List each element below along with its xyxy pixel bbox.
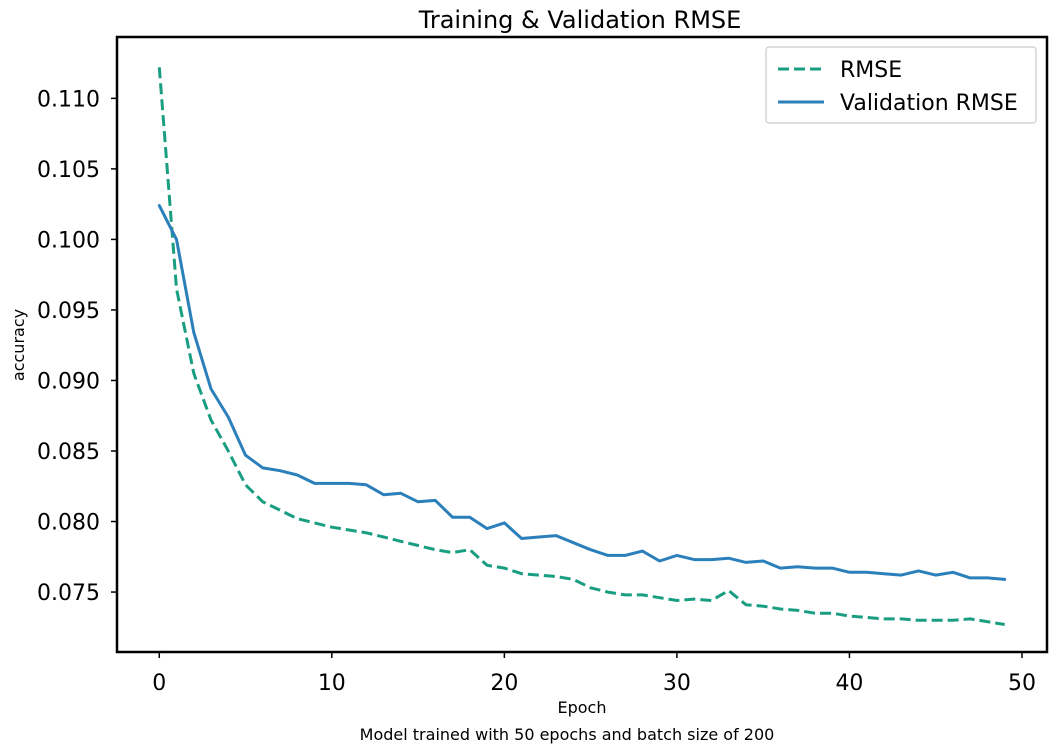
x-tick-label: 50 (1008, 671, 1036, 696)
x-tick-label: 10 (318, 671, 346, 696)
series-line-0 (157, 67, 1005, 626)
legend-box (765, 46, 1037, 124)
legend-label-1: Validation RMSE (840, 91, 1018, 116)
x-tick-label: 30 (663, 671, 691, 696)
y-tick-label: 0.080 (37, 511, 100, 536)
y-tick-label: 0.090 (37, 369, 100, 394)
chart-caption: Model trained with 50 epochs and batch s… (360, 725, 775, 744)
y-tick-label: 0.085 (37, 440, 100, 465)
legend: RMSE Validation RMSE (765, 46, 1037, 124)
y-tick-label: 0.110 (37, 87, 100, 112)
y-axis-label: accuracy (9, 309, 28, 381)
axis-ticks: 0 10 20 30 40 50 0.075 0.080 0.085 0.090 0.095 0.10… (37, 87, 1036, 696)
x-tick-label: 20 (490, 671, 518, 696)
y-tick-label: 0.075 (37, 581, 100, 606)
plot-frame (115, 35, 1049, 654)
x-tick-label: 40 (835, 671, 863, 696)
plot-area (157, 67, 1007, 626)
y-tick-label: 0.100 (37, 228, 100, 253)
y-tick-label: 0.105 (37, 158, 100, 183)
legend-label-0: RMSE (840, 58, 902, 83)
series-line-1 (157, 204, 1007, 581)
x-axis-label: Epoch (558, 698, 607, 717)
y-tick-label: 0.095 (37, 299, 100, 324)
chart-title: Training & Validation RMSE (418, 6, 742, 34)
x-tick-label: 0 (152, 671, 166, 696)
